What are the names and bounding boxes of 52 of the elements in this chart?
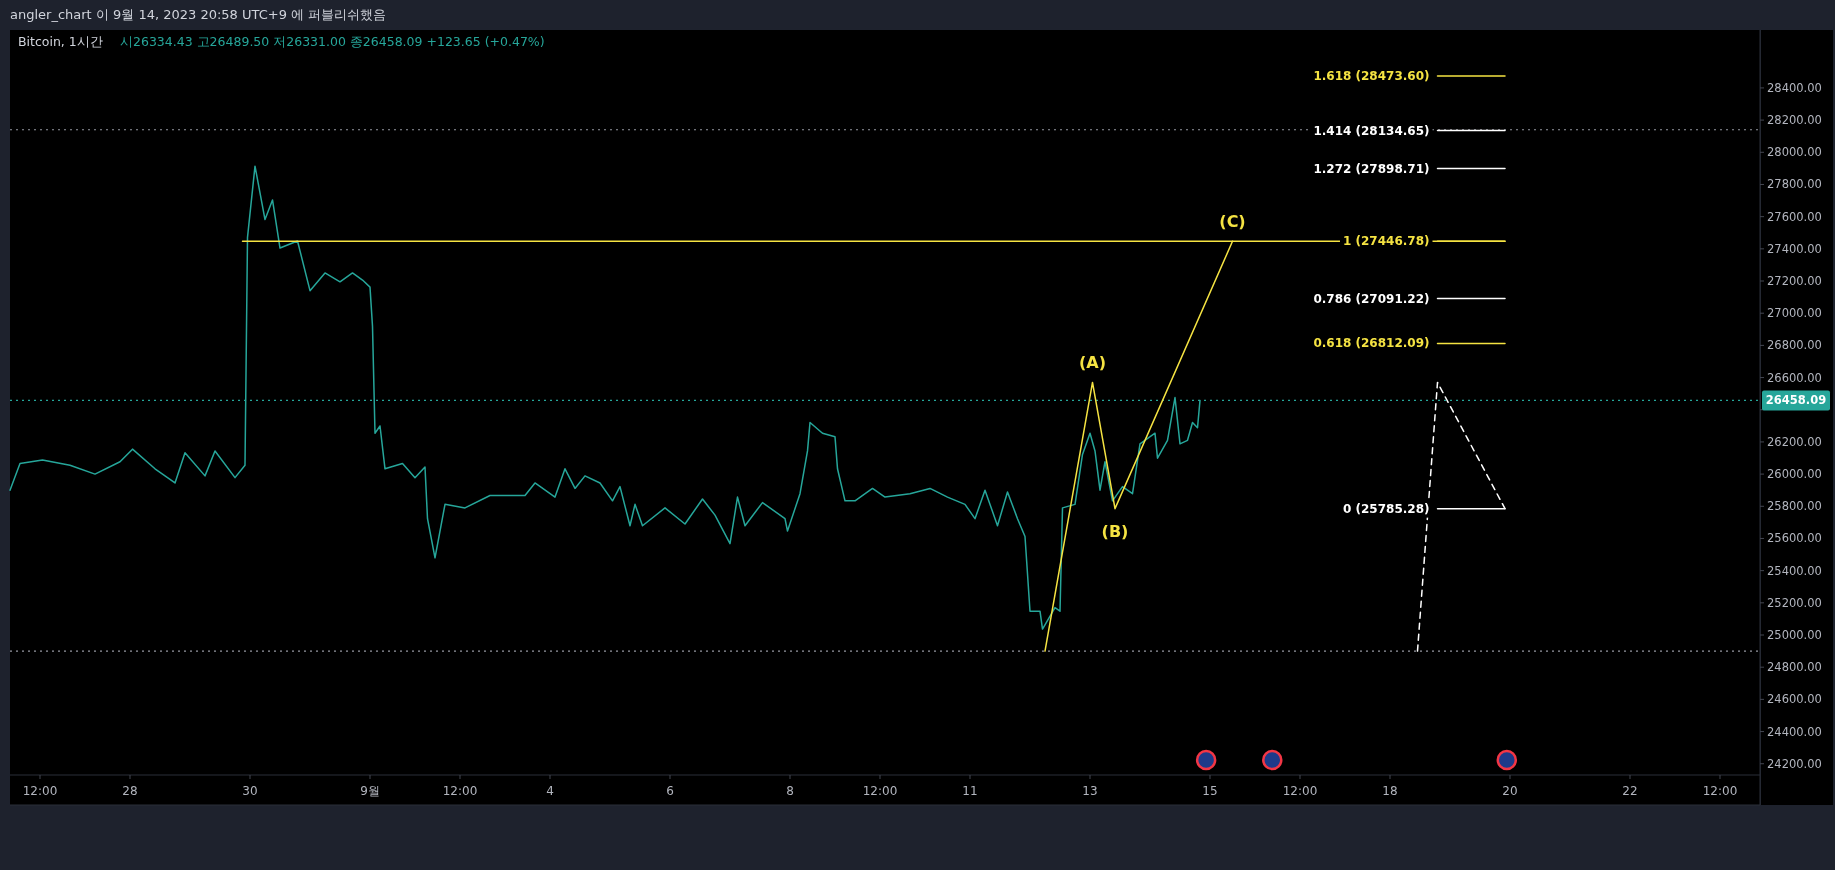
y-tick-label: 24600.00 <box>1767 692 1822 707</box>
series-label: 1 (27446.78) <box>1342 234 1430 249</box>
y-tick-label: 24400.00 <box>1767 724 1822 739</box>
series-label: 0.786 (27091.22) <box>1313 291 1430 306</box>
y-tick-label: 26800.00 <box>1767 338 1822 353</box>
chart-subtitle: 시26334.43 고26489.50 저26331.00 종26458.09 +123.65 (+0.47%) <box>120 34 545 49</box>
ref-line-label: 26458.09 <box>1765 393 1827 408</box>
y-tick-label: 25800.00 <box>1767 499 1822 514</box>
x-tick-label: 12:00 <box>1702 784 1738 798</box>
y-tick-label: 27000.00 <box>1767 306 1822 321</box>
x-tick-label: 11 <box>962 784 978 798</box>
y-tick-label: 28000.00 <box>1767 145 1822 160</box>
y-tick-label: 25200.00 <box>1767 595 1822 610</box>
series-label: 1.414 (28134.65) <box>1313 123 1430 138</box>
chart-title: Bitcoin, 1시간 <box>18 34 103 49</box>
x-tick-label: 18 <box>1382 784 1398 798</box>
y-tick-label: 27600.00 <box>1767 209 1822 224</box>
series-label: 0 (25785.28) <box>1342 501 1430 516</box>
x-tick-label: 9월 <box>360 784 380 798</box>
y-tick-label: 28400.00 <box>1767 80 1822 95</box>
y-tick-label: 26000.00 <box>1767 467 1822 482</box>
annotation: (C) <box>1219 212 1246 232</box>
x-tick-label: 15 <box>1202 784 1218 798</box>
text: angler_chart 이 9월 14, 2023 20:58 UTC+9 에 퍼블리쉬했음 <box>10 7 387 22</box>
x-tick-label: 28 <box>122 784 138 798</box>
y-tick-label: 27800.00 <box>1767 177 1822 192</box>
y-tick-label: 26200.00 <box>1767 434 1822 449</box>
annotation: (B) <box>1101 521 1129 541</box>
y-tick-label: 25600.00 <box>1767 531 1822 546</box>
x-tick-label: 4 <box>546 784 554 798</box>
x-tick-label: 22 <box>1622 784 1638 798</box>
y-tick-label: 27200.00 <box>1767 274 1822 289</box>
x-tick-label: 30 <box>242 784 258 798</box>
y-tick-label: 25400.00 <box>1767 563 1822 578</box>
y-tick-label: 24200.00 <box>1767 756 1822 771</box>
x-tick-label: 12:00 <box>22 784 58 798</box>
y-tick-label: 25000.00 <box>1767 628 1822 643</box>
y-tick-label: 24800.00 <box>1767 660 1822 675</box>
x-tick-label: 6 <box>666 784 674 798</box>
series-label: 1.272 (27898.71) <box>1313 161 1430 176</box>
series-label: 0.618 (26812.09) <box>1313 336 1430 351</box>
y-tick-label: 28200.00 <box>1767 113 1822 128</box>
y-tick-label: 27400.00 <box>1767 241 1822 256</box>
x-tick-label: 13 <box>1082 784 1098 798</box>
x-tick-label: 20 <box>1502 784 1518 798</box>
x-tick-label: 8 <box>786 784 794 798</box>
x-tick-label: 12:00 <box>862 784 898 798</box>
x-tick-label: 12:00 <box>1282 784 1318 798</box>
annotation: (A) <box>1078 353 1107 373</box>
series-label: 1.618 (28473.60) <box>1313 69 1430 84</box>
y-tick-label: 26600.00 <box>1767 370 1822 385</box>
x-tick-label: 12:00 <box>442 784 478 798</box>
